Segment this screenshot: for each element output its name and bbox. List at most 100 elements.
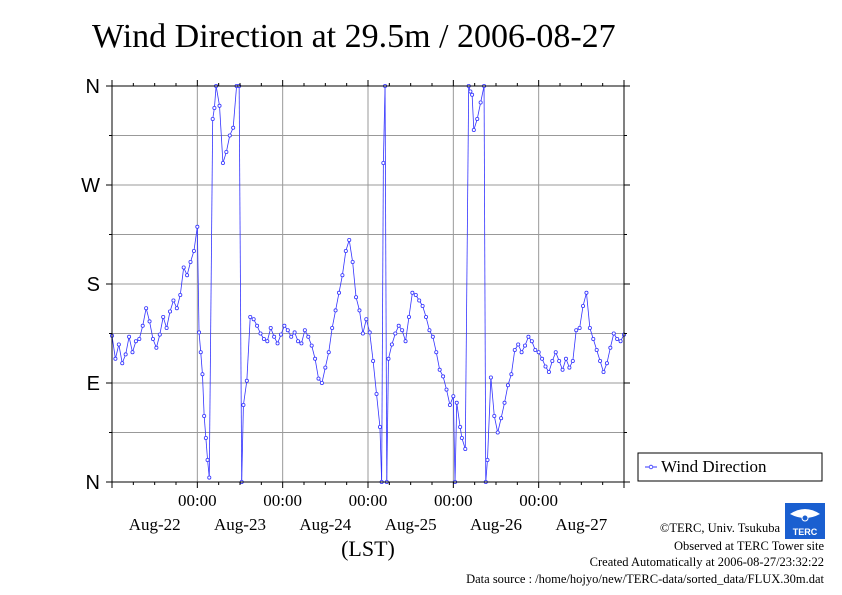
data-point xyxy=(553,350,558,355)
x-date-label: Aug-23 xyxy=(214,515,266,534)
series-line-segment xyxy=(432,336,437,353)
data-point xyxy=(120,361,125,366)
series-line-segment xyxy=(586,292,591,329)
x-time-label: 00:00 xyxy=(519,491,558,510)
y-tick-label: E xyxy=(87,373,100,395)
series-line-segment xyxy=(241,404,244,483)
series-line-segment xyxy=(408,292,413,318)
data-point xyxy=(601,369,606,374)
series-wind-direction xyxy=(110,84,627,484)
data-point xyxy=(618,339,623,344)
x-date-label: Aug-22 xyxy=(129,515,181,534)
data-point xyxy=(463,446,468,451)
data-point xyxy=(546,369,551,374)
data-point xyxy=(560,367,565,372)
data-point xyxy=(330,325,335,330)
data-point xyxy=(309,343,314,348)
data-point xyxy=(459,435,464,440)
data-point xyxy=(200,372,205,377)
data-point xyxy=(333,308,338,313)
data-point xyxy=(427,328,432,333)
series-line-segment xyxy=(384,85,388,483)
x-axis-label: (LST) xyxy=(341,536,395,561)
series-line-segment xyxy=(454,402,458,483)
series-line-segment xyxy=(452,396,456,483)
series-line-segment xyxy=(606,347,611,364)
data-point xyxy=(258,331,263,336)
x-date-label: Aug-24 xyxy=(299,515,351,534)
series-line-segment xyxy=(352,261,357,298)
series-line-segment xyxy=(369,332,374,362)
series-line-segment xyxy=(118,344,123,364)
series-line-segment xyxy=(500,402,505,419)
data-point xyxy=(178,292,183,297)
data-point xyxy=(371,358,376,363)
data-point xyxy=(316,376,321,381)
data-point xyxy=(261,336,266,341)
data-point xyxy=(540,356,545,361)
series-line-segment xyxy=(301,330,306,344)
logo-wave-icon xyxy=(790,509,820,518)
data-point xyxy=(475,117,480,122)
data-point xyxy=(536,350,541,355)
data-point xyxy=(598,358,603,363)
data-point xyxy=(505,383,510,388)
series-line-segment xyxy=(338,275,343,293)
series-line-segment xyxy=(232,85,237,128)
series-line-segment xyxy=(166,311,171,329)
data-point xyxy=(113,356,118,361)
series-line-segment xyxy=(176,294,181,309)
series-line-segment xyxy=(243,380,248,406)
series-line-segment xyxy=(504,385,509,403)
data-point xyxy=(567,365,572,370)
data-point xyxy=(529,339,534,344)
series-line-segment xyxy=(179,267,185,296)
series-line-segment xyxy=(376,393,381,428)
series-line-segment xyxy=(125,336,130,355)
series-line-segment xyxy=(205,437,208,461)
data-point xyxy=(451,394,456,399)
x-time-label: 00:00 xyxy=(263,491,302,510)
data-point xyxy=(174,306,179,311)
data-point xyxy=(123,352,128,357)
series-line-segment xyxy=(149,321,154,340)
data-point xyxy=(367,330,372,335)
data-point xyxy=(570,358,575,363)
series-line-segment xyxy=(582,292,587,307)
series-line-segment xyxy=(497,418,502,433)
data-point xyxy=(447,402,452,407)
data-point xyxy=(207,475,212,480)
data-point xyxy=(202,413,207,418)
data-point xyxy=(417,298,422,303)
data-point xyxy=(181,265,186,270)
data-point xyxy=(144,306,149,311)
series-line-segment xyxy=(215,85,220,106)
data-point xyxy=(437,367,442,372)
data-point xyxy=(386,356,391,361)
legend-box xyxy=(637,452,823,482)
series-line-segment xyxy=(115,344,120,359)
series-line-segment xyxy=(388,344,393,359)
data-point xyxy=(133,339,138,344)
series-line-segment xyxy=(471,94,475,131)
series-line-segment xyxy=(456,402,461,428)
data-point xyxy=(364,317,369,322)
data-point xyxy=(130,350,135,355)
data-point xyxy=(340,273,345,278)
data-point xyxy=(231,125,236,130)
data-point xyxy=(154,345,159,350)
series-line-segment xyxy=(138,325,144,340)
data-point xyxy=(488,375,493,380)
data-point xyxy=(171,298,176,303)
data-point xyxy=(458,424,463,429)
series-line-segment xyxy=(510,349,516,375)
series-line-segment xyxy=(328,327,333,353)
series-line-segment xyxy=(487,377,492,461)
data-point xyxy=(471,127,476,132)
credit-copyright: ©TERC, Univ. Tsukuba xyxy=(660,521,781,535)
data-point xyxy=(420,303,425,308)
series-line-segment xyxy=(355,297,360,311)
data-point xyxy=(168,309,173,314)
